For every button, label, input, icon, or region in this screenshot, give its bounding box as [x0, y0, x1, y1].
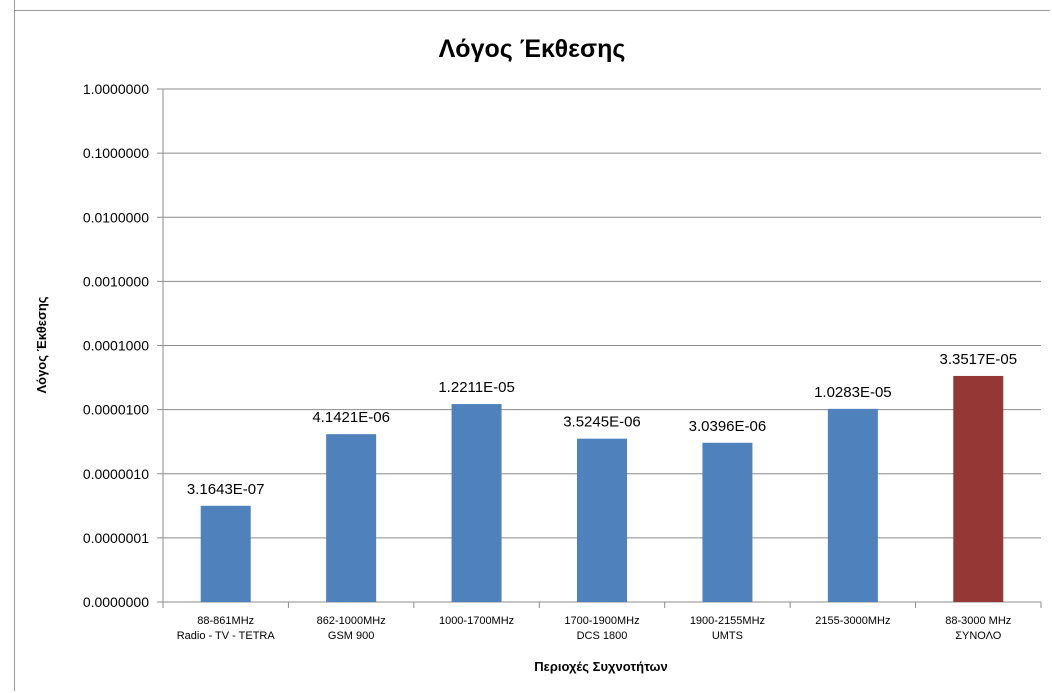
y-tick-label: 0.0000010	[83, 466, 149, 482]
y-tick-label: 0.0001000	[83, 338, 149, 354]
chart-frame	[14, 10, 1050, 691]
x-tick-label: 1900-2155MHz	[690, 615, 765, 627]
frame-corner-line	[14, 0, 15, 10]
x-tick-label: 1000-1700MHz	[439, 615, 514, 627]
y-tick-label: 0.0000001	[83, 530, 149, 546]
x-tick-label: 88-861MHz	[197, 615, 254, 627]
x-tick-label: 1700-1900MHz	[564, 615, 639, 627]
y-tick-label: 1.0000000	[83, 81, 149, 97]
data-label: 3.3517E-05	[939, 351, 1017, 368]
data-label: 4.1421E-06	[312, 409, 390, 426]
x-tick-label: UMTS	[712, 630, 743, 642]
x-tick-label: Radio - TV - TETRA	[177, 630, 276, 642]
data-label: 3.5245E-06	[563, 414, 641, 431]
x-axis-label: Περιοχές Συχνοτήτων	[534, 659, 667, 674]
data-label: 3.1643E-07	[187, 481, 265, 498]
bar	[326, 434, 377, 602]
x-tick-label: ΣΥΝΟΛΟ	[955, 630, 1002, 642]
y-axis-label: Λόγος Έκθεσης	[34, 296, 49, 393]
x-tick-label: 862-1000MHz	[317, 615, 386, 627]
bar	[827, 408, 878, 602]
x-axis-ticks: 88-861MHz Radio - TV - TETRA 862-1000MHz GS…	[162, 602, 1042, 642]
x-tick-label: GSM 900	[328, 630, 374, 642]
x-tick-label: 2155-3000MHz	[815, 615, 890, 627]
data-label: 1.2211E-05	[438, 379, 514, 396]
data-labels: 3.1643E-07 4.1421E-06 1.2211E-05 3.5245E-06…	[187, 351, 1017, 498]
gridlines	[157, 88, 1041, 603]
x-tick-label: DCS 1800	[577, 630, 628, 642]
y-tick-label: 0.0000000	[83, 594, 149, 610]
x-tick-label: 88-3000 MHz	[945, 615, 1011, 627]
bar	[702, 442, 753, 602]
y-axis-ticks: 0.0000000 0.0000001 0.0000010 0.0000100 0.00…	[83, 81, 149, 610]
bar	[451, 404, 502, 602]
data-label: 1.0283E-05	[814, 384, 892, 401]
data-label: 3.0396E-06	[689, 418, 767, 435]
chart-title: Λόγος Έκθεσης	[439, 35, 626, 63]
y-tick-label: 0.0000100	[83, 402, 149, 418]
y-tick-label: 0.0010000	[83, 273, 149, 289]
bar	[200, 505, 251, 602]
y-tick-label: 0.0100000	[83, 209, 149, 225]
bar	[953, 375, 1004, 602]
bar	[577, 438, 627, 602]
bars	[200, 375, 1004, 602]
y-tick-label: 0.1000000	[83, 145, 149, 161]
